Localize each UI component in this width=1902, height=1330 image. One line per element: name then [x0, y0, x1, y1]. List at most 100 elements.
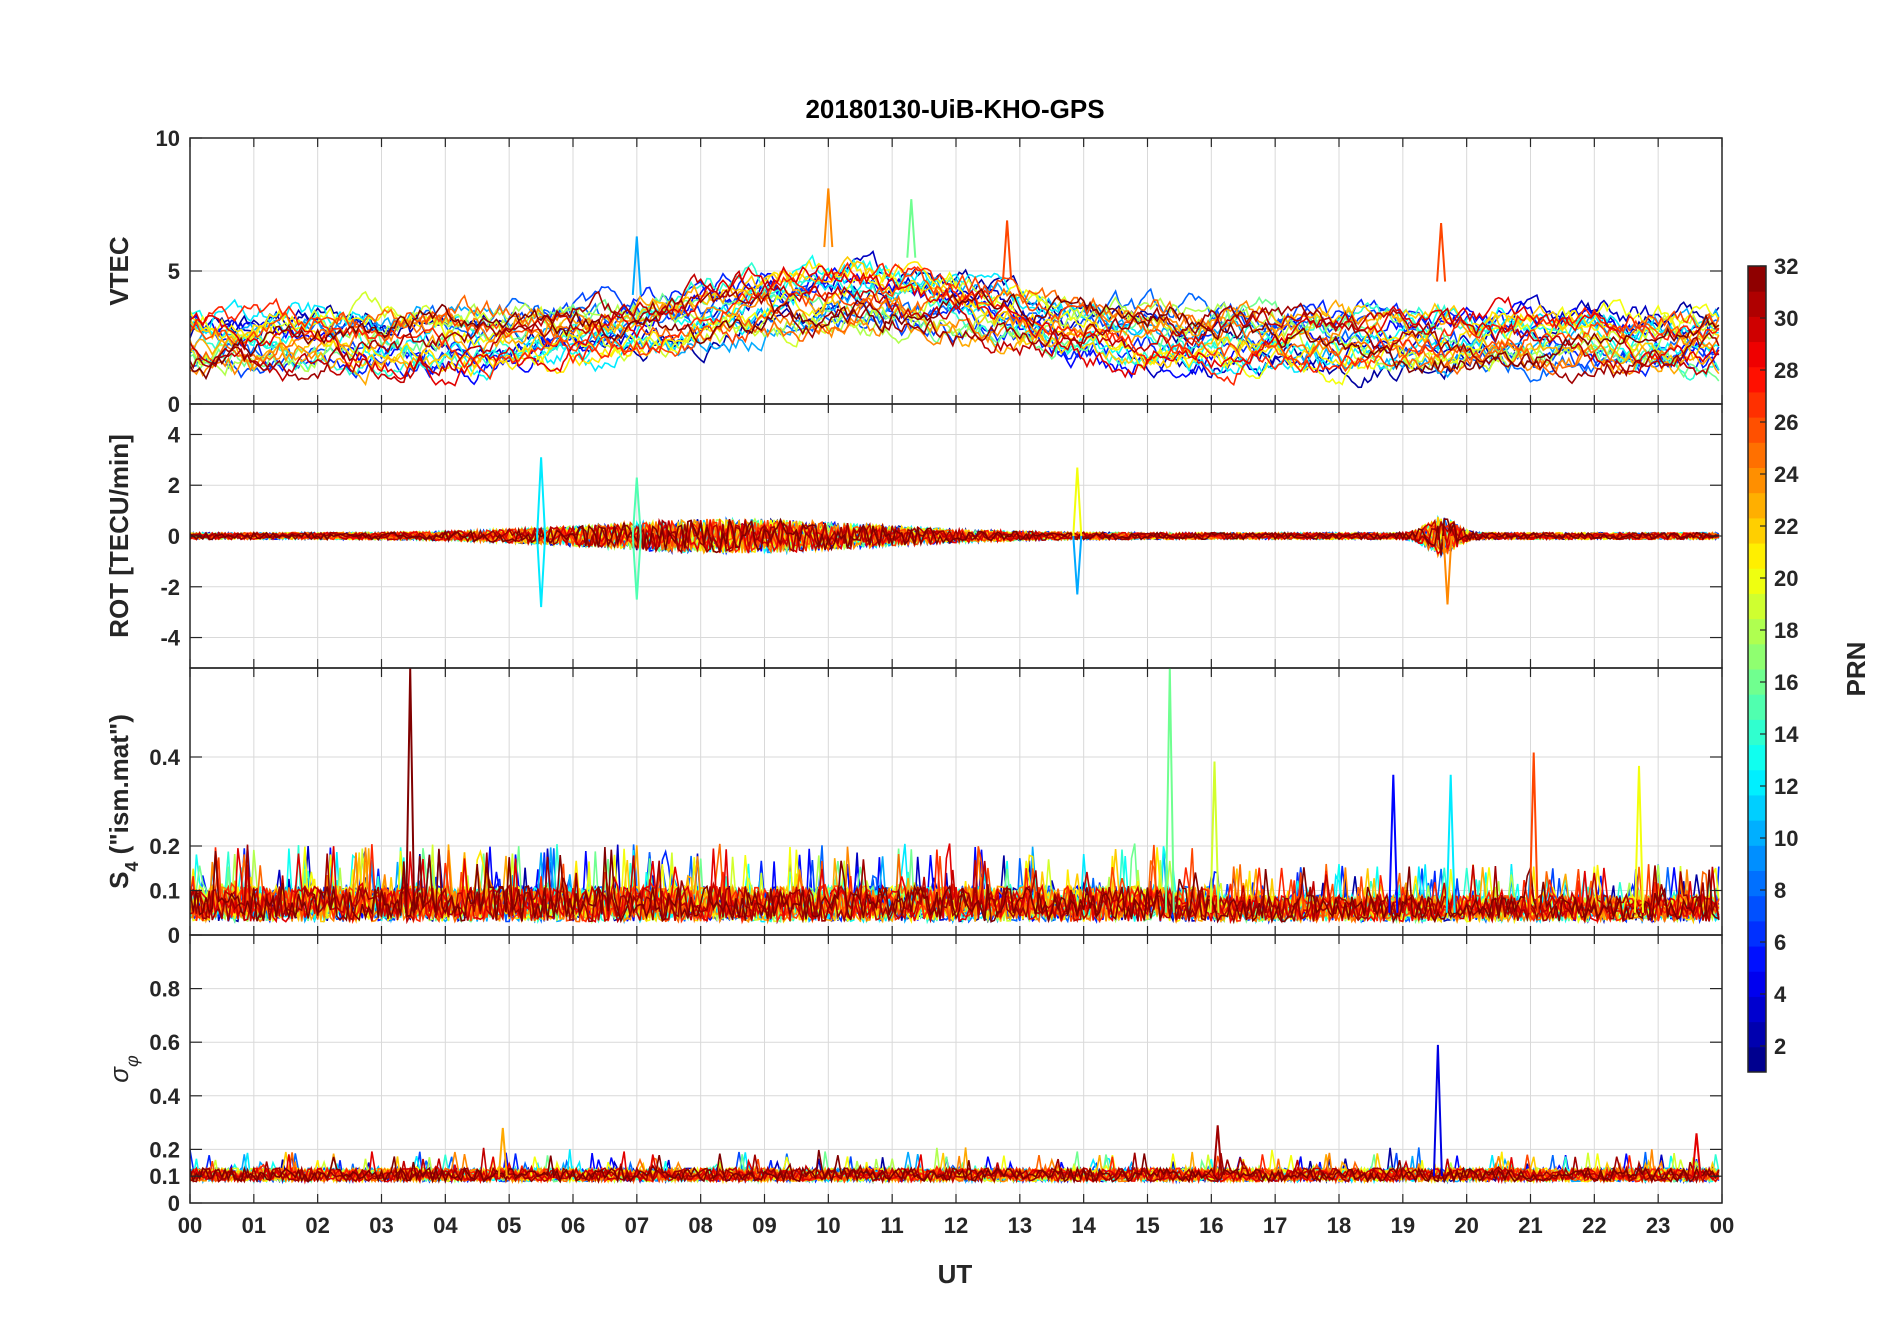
- x-tick-label: 02: [305, 1213, 329, 1238]
- colorbar-segment: [1748, 366, 1766, 393]
- rot-series-prn-32: [190, 517, 1719, 556]
- s4-peak-1: [1164, 668, 1175, 913]
- sigma_phi-y-tick-label: 0.2: [149, 1137, 180, 1162]
- sigma_phi-y-tick-label: 0.6: [149, 1030, 180, 1055]
- rot-peak-1: [536, 535, 547, 608]
- rot-peak-6: [1442, 535, 1453, 605]
- x-tick-label: 22: [1582, 1213, 1606, 1238]
- colorbar-segment: [1748, 467, 1766, 494]
- colorbar-segment: [1748, 694, 1766, 720]
- colorbar-tick-label: 32: [1774, 254, 1798, 279]
- colorbar-segment: [1748, 341, 1766, 368]
- sigma_phi-peak-0: [1432, 1044, 1443, 1177]
- colorbar-tick-label: 28: [1774, 358, 1798, 383]
- colorbar-segment: [1748, 593, 1766, 620]
- vtec-y-axis-label: VTEC: [104, 236, 134, 306]
- colorbar-segment: [1748, 291, 1766, 317]
- colorbar-segment: [1748, 794, 1766, 821]
- rot-y-tick-label: 0: [168, 524, 180, 549]
- s4-series-group: [190, 668, 1720, 925]
- colorbar-segment: [1748, 946, 1766, 972]
- colorbar-segment: [1748, 417, 1766, 443]
- x-tick-label: 01: [242, 1213, 266, 1238]
- vtec-series-prn-26: [190, 266, 1719, 373]
- x-tick-label: 06: [561, 1213, 585, 1238]
- colorbar-label: PRN: [1841, 642, 1871, 697]
- colorbar-segment: [1748, 870, 1766, 897]
- x-tick-label: 18: [1327, 1213, 1351, 1238]
- colorbar-segment: [1748, 769, 1766, 796]
- x-tick-label: 05: [497, 1213, 521, 1238]
- colorbar-tick-label: 12: [1774, 774, 1798, 799]
- colorbar-tick-label: 10: [1774, 826, 1798, 851]
- colorbar-segment: [1748, 1021, 1766, 1048]
- s4-series-prn-32: [190, 846, 1719, 924]
- rot-y-tick-label: -4: [160, 626, 180, 651]
- rot-peak-5: [1072, 535, 1083, 595]
- sigma_phi-y-tick-label: 0.4: [149, 1084, 180, 1109]
- colorbar-tick-label: 22: [1774, 514, 1798, 539]
- colorbar-tick-label: 24: [1774, 462, 1799, 487]
- vtec-peak-3: [1002, 220, 1013, 280]
- s4-series-prn-30: [190, 855, 1720, 925]
- s4-peak-4: [1445, 774, 1456, 913]
- rot-peak-0: [536, 457, 547, 537]
- colorbar-segment: [1748, 316, 1766, 343]
- colorbar-segment: [1748, 996, 1766, 1023]
- x-tick-label: 13: [1008, 1213, 1032, 1238]
- rot-y-axis-label: ROT [TECU/min]: [104, 434, 134, 638]
- sigma_phi-peak-1: [497, 1127, 508, 1177]
- sigma_phi-series-prn-31: [190, 1152, 1720, 1185]
- sigma_phi-series-group: [190, 1044, 1720, 1185]
- sigma_phi-series-prn-32: [190, 1149, 1720, 1184]
- vtec-peak-1: [906, 199, 917, 258]
- rot-peak-3: [631, 535, 642, 600]
- colorbar-tick-label: 4: [1774, 982, 1787, 1007]
- colorbar-segment: [1748, 517, 1766, 544]
- x-axis-label: UT: [938, 1259, 973, 1289]
- x-tick-label: 19: [1391, 1213, 1415, 1238]
- x-tick-label: 08: [688, 1213, 712, 1238]
- colorbar-segment: [1748, 266, 1766, 292]
- vtec-series-prn-19: [190, 275, 1720, 373]
- colorbar-tick-label: 2: [1774, 1034, 1786, 1059]
- colorbar-tick-label: 30: [1774, 306, 1798, 331]
- sigma_phi-y-tick-label: 0: [168, 1191, 180, 1216]
- x-tick-label: 21: [1518, 1213, 1542, 1238]
- vtec-y-tick-label: 10: [156, 126, 180, 151]
- panel-s4: 0 0.1 0.2 0.4 S4 ("ism.mat"): [104, 667, 1723, 948]
- vtec-series-prn-20: [190, 268, 1720, 386]
- colorbar-tick-label: 18: [1774, 618, 1798, 643]
- colorbar-segment: [1748, 744, 1766, 771]
- rot-y-tick-label: -2: [160, 575, 180, 600]
- s4-peak-3: [1388, 774, 1399, 913]
- x-tick-label: 20: [1454, 1213, 1478, 1238]
- x-tick-label: 23: [1646, 1213, 1670, 1238]
- s4-y-tick-label: 0: [168, 923, 180, 948]
- s4-y-tick-label: 0.4: [149, 745, 180, 770]
- vtec-peak-4: [1436, 223, 1447, 282]
- chart-title: 20180130-UiB-KHO-GPS: [805, 94, 1104, 124]
- x-axis: 00 01 02 03 04 05 06 07 08 09 10 11 12 13 14 15 16 17 18 19…: [178, 1213, 1734, 1238]
- colorbar-segment: [1748, 568, 1766, 594]
- x-tick-label: 15: [1135, 1213, 1159, 1238]
- panel-rot: -4 -2 0 2 4 ROT [TECU/min]: [104, 403, 1723, 669]
- colorbar-segment: [1748, 820, 1766, 846]
- x-tick-label: 03: [369, 1213, 393, 1238]
- vtec-series-prn-30: [190, 269, 1720, 384]
- vtec-series-prn-27: [190, 261, 1720, 387]
- s4-peak-0: [405, 668, 416, 913]
- colorbar-segment: [1748, 845, 1766, 871]
- x-tick-label: 00: [178, 1213, 202, 1238]
- panel-vtec: 0 5 10 VTEC: [104, 126, 1723, 417]
- rot-peak-4: [1072, 467, 1083, 537]
- colorbar-segment: [1748, 971, 1766, 997]
- x-tick-label: 00: [1710, 1213, 1734, 1238]
- vtec-peak-2: [631, 236, 642, 295]
- rot-y-tick-label: 2: [168, 473, 180, 498]
- colorbar-tick-label: 14: [1774, 722, 1799, 747]
- sigma_phi-peak-2: [1212, 1125, 1223, 1177]
- sigma_phi-peak-3: [1691, 1133, 1702, 1177]
- x-tick-label: 16: [1199, 1213, 1223, 1238]
